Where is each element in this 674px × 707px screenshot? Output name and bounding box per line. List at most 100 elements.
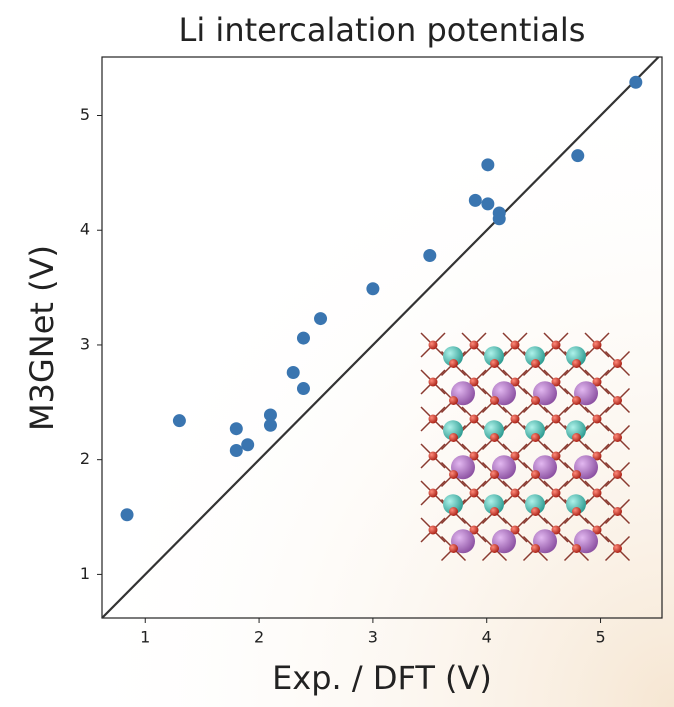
oxygen-atom xyxy=(449,433,458,442)
data-point xyxy=(229,422,243,436)
metal-atom xyxy=(443,494,463,515)
data-point xyxy=(286,365,300,379)
oxygen-atom xyxy=(428,414,438,424)
oxygen-atom xyxy=(449,396,458,405)
oxygen-atom xyxy=(428,488,438,498)
x-tick-label: 3 xyxy=(368,628,378,647)
oxygen-atom xyxy=(572,507,581,516)
oxygen-atom xyxy=(531,433,540,442)
oxygen-atom xyxy=(490,433,499,442)
oxygen-atom xyxy=(428,377,438,387)
y-tick-label: 2 xyxy=(80,449,90,468)
crystal-structure-inset xyxy=(420,332,631,562)
oxygen-atom xyxy=(551,414,561,424)
x-axis-label: Exp. / DFT (V) xyxy=(272,659,492,697)
data-point xyxy=(481,197,495,211)
data-point xyxy=(296,382,310,396)
oxygen-atom xyxy=(572,433,581,442)
oxygen-atom xyxy=(592,525,602,535)
oxygen-atom xyxy=(592,488,602,498)
oxygen-atom xyxy=(572,544,581,553)
oxygen-atom xyxy=(551,525,561,535)
oxygen-atom xyxy=(510,525,520,535)
oxygen-atom xyxy=(490,359,499,368)
metal-atom xyxy=(566,494,586,515)
oxygen-atom xyxy=(531,396,540,405)
oxygen-atom xyxy=(572,470,581,479)
oxygen-atom xyxy=(428,451,438,461)
metal-atom xyxy=(484,494,504,515)
oxygen-atom xyxy=(613,507,622,516)
oxygen-atom xyxy=(531,544,540,553)
oxygen-atom xyxy=(490,544,499,553)
oxygen-atom xyxy=(469,488,479,498)
oxygen-atom xyxy=(551,451,561,461)
oxygen-atom xyxy=(449,359,458,368)
data-point xyxy=(172,414,186,428)
x-tick-label: 4 xyxy=(482,628,492,647)
metal-atom xyxy=(443,420,463,441)
plot-frame xyxy=(101,56,663,619)
oxygen-atom xyxy=(613,470,622,479)
oxygen-atom xyxy=(510,340,520,350)
data-point xyxy=(229,444,243,458)
oxygen-atom xyxy=(531,507,540,516)
metal-atom xyxy=(484,346,504,367)
y-tick-label: 4 xyxy=(80,220,90,239)
y-tick-label: 1 xyxy=(80,564,90,583)
metal-atom xyxy=(443,346,463,367)
oxygen-atom xyxy=(449,507,458,516)
oxygen-atom xyxy=(428,340,438,350)
oxygen-atom xyxy=(613,433,622,442)
oxygen-atom xyxy=(613,544,622,553)
metal-atom xyxy=(525,346,545,367)
data-point xyxy=(481,158,495,172)
oxygen-atom xyxy=(551,340,561,350)
oxygen-atom xyxy=(592,451,602,461)
oxygen-atom xyxy=(469,340,479,350)
oxygen-atom xyxy=(469,414,479,424)
oxygen-atom xyxy=(613,359,622,368)
oxygen-atom xyxy=(551,377,561,387)
oxygen-atom xyxy=(490,507,499,516)
oxygen-atom xyxy=(428,525,438,535)
metal-atom xyxy=(525,420,545,441)
oxygen-atom xyxy=(551,488,561,498)
oxygen-atom xyxy=(572,396,581,405)
metal-atom xyxy=(566,420,586,441)
data-point xyxy=(263,408,277,422)
oxygen-atom xyxy=(572,359,581,368)
y-tick-label: 3 xyxy=(80,334,90,353)
data-point xyxy=(571,149,585,163)
data-point xyxy=(492,212,506,226)
data-point xyxy=(423,248,437,262)
metal-atom xyxy=(484,420,504,441)
data-point xyxy=(366,282,380,296)
data-point xyxy=(296,331,310,345)
oxygen-atom xyxy=(449,470,458,479)
data-point xyxy=(263,418,277,432)
oxygen-atom xyxy=(510,414,520,424)
oxygen-atom xyxy=(490,470,499,479)
oxygen-atom xyxy=(510,451,520,461)
oxygen-atom xyxy=(510,377,520,387)
oxygen-atom xyxy=(592,377,602,387)
data-point xyxy=(468,193,482,207)
data-point xyxy=(314,312,328,326)
data-point xyxy=(629,75,643,89)
parity-line xyxy=(101,56,660,619)
oxygen-atom xyxy=(531,470,540,479)
oxygen-atom xyxy=(592,340,602,350)
oxygen-atom xyxy=(469,525,479,535)
oxygen-atom xyxy=(449,544,458,553)
x-tick-label: 2 xyxy=(254,628,264,647)
oxygen-atom xyxy=(613,396,622,405)
data-point xyxy=(120,508,134,522)
y-axis-label: M3GNet (V) xyxy=(23,245,61,431)
oxygen-atom xyxy=(469,377,479,387)
x-tick-label: 1 xyxy=(140,628,150,647)
metal-atom xyxy=(525,494,545,515)
x-tick-label: 5 xyxy=(595,628,605,647)
